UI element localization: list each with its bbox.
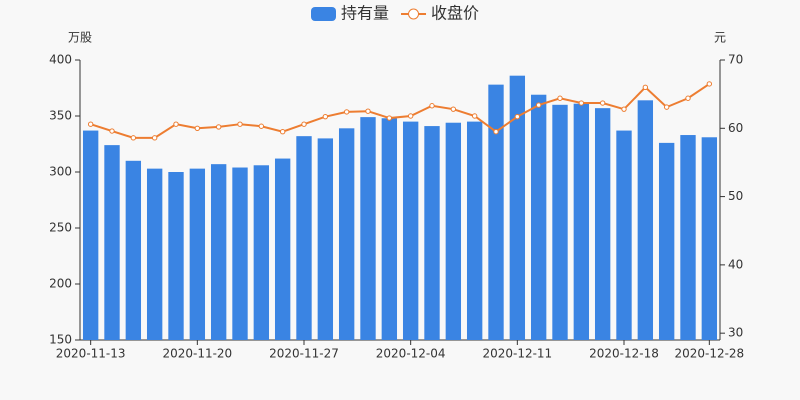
bar [424, 126, 440, 340]
bar [146, 168, 163, 340]
price-point [130, 135, 137, 141]
bar [189, 168, 206, 340]
bar [360, 117, 376, 341]
y-tick-label: 300 [49, 165, 72, 179]
price-point [471, 113, 478, 119]
price-point [578, 100, 585, 106]
bar [82, 130, 99, 340]
bar [210, 164, 227, 340]
bar [680, 135, 696, 340]
price-point [557, 95, 563, 101]
price-point [343, 109, 350, 115]
bar [701, 137, 718, 340]
price-point [706, 81, 713, 87]
bar [317, 138, 334, 340]
price-point [365, 108, 371, 114]
y2-tick-label: 50 [728, 189, 743, 203]
legend-swatch [311, 7, 336, 21]
bar [296, 136, 312, 340]
bar [658, 142, 675, 340]
price-point [279, 129, 286, 135]
price-point [642, 84, 649, 91]
bar [445, 122, 462, 340]
y2-tick-label: 70 [728, 53, 743, 67]
price-point [663, 104, 670, 110]
x-tick-label: 2020-12-11 [482, 347, 552, 361]
price-point [429, 103, 435, 109]
bar [594, 108, 611, 340]
price-point [535, 102, 542, 108]
price-point [173, 121, 179, 127]
price-point [151, 135, 158, 141]
price-point [258, 123, 265, 129]
y2-tick-label: 40 [728, 257, 743, 271]
price-point [514, 113, 521, 120]
y-axis-label: 万股 [68, 31, 92, 45]
bar [232, 167, 248, 340]
price-point [621, 106, 627, 112]
bar [552, 104, 568, 340]
legend-label: 持有量 [341, 4, 389, 23]
bar [573, 103, 590, 341]
bar [168, 172, 184, 340]
bar [509, 75, 526, 341]
y-tick-label: 200 [49, 277, 72, 291]
bar [253, 165, 270, 340]
y2-tick-label: 30 [728, 326, 743, 340]
y-tick-label: 150 [49, 333, 72, 347]
bar [616, 130, 632, 340]
bar [125, 160, 142, 340]
price-point [215, 124, 222, 130]
price-point [194, 125, 201, 131]
price-point [386, 115, 393, 121]
bar [338, 128, 355, 340]
legend-label: 收盘价 [431, 4, 479, 23]
x-tick-label: 2020-11-13 [56, 347, 126, 361]
bar [488, 84, 504, 340]
y2-tick-label: 60 [728, 121, 743, 135]
price-point [599, 100, 606, 106]
bar [274, 158, 291, 340]
price-point [301, 121, 307, 127]
bar [104, 145, 120, 340]
legend: 持有量 收盘价 [311, 4, 479, 23]
y2-axis-label: 元 [714, 31, 726, 45]
price-point [407, 113, 414, 119]
y-tick-label: 400 [49, 53, 72, 67]
price-point [87, 121, 94, 127]
bar [466, 121, 483, 340]
price-point [450, 106, 457, 112]
bar [637, 100, 654, 340]
bar [402, 121, 419, 340]
price-line [90, 83, 710, 139]
price-point [237, 121, 243, 127]
x-tick-label: 2020-11-27 [269, 347, 339, 361]
x-tick-label: 2020-11-20 [162, 347, 232, 361]
x-tick-label: 2020-12-18 [589, 347, 659, 361]
price-point [322, 113, 329, 120]
bar [381, 118, 398, 341]
price-point [493, 129, 499, 135]
y-tick-label: 350 [49, 109, 72, 123]
price-point [685, 95, 691, 101]
price-point [109, 128, 115, 134]
x-tick-label: 2020-12-28 [674, 347, 744, 361]
y-tick-label: 250 [49, 221, 72, 235]
bar [530, 94, 547, 340]
x-tick-label: 2020-12-04 [376, 347, 446, 361]
legend-swatch-point [408, 8, 420, 20]
